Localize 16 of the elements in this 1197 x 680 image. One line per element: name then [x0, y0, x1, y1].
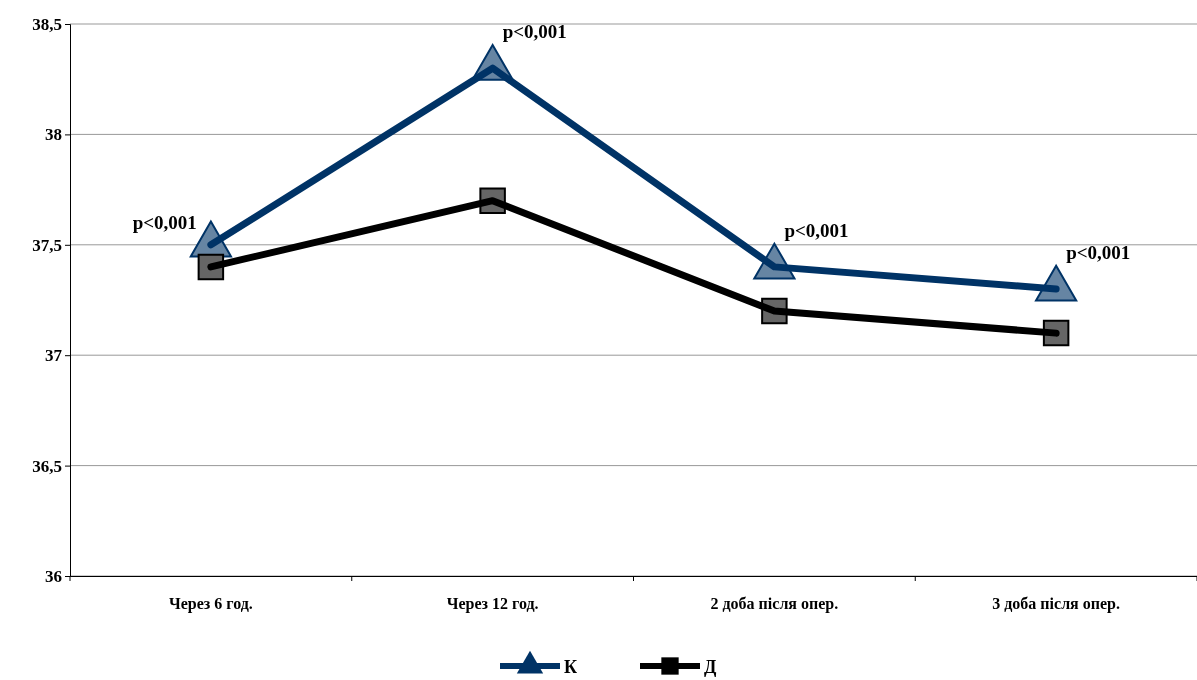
y-tick-label: 38,5: [32, 14, 62, 34]
y-tick-label: 36,5: [32, 456, 62, 476]
legend-label: К: [564, 657, 578, 677]
annotation: p<0,001: [784, 219, 849, 241]
y-tick-label: 37: [45, 346, 63, 366]
annotation: p<0,001: [132, 211, 197, 233]
annotation: p<0,001: [1066, 241, 1131, 263]
y-tick-label: 37,5: [32, 235, 62, 255]
y-tick-label: 38: [45, 125, 62, 145]
annotation: p<0,001: [502, 21, 567, 43]
x-tick-label: 2 доба після опер.: [710, 595, 839, 614]
legend-label: Д: [704, 657, 717, 677]
x-tick-label: 3 доба після опер.: [992, 595, 1120, 614]
x-tick-label: Через 12 год.: [446, 595, 539, 614]
y-tick-label: 36: [45, 566, 62, 586]
x-tick-label: Через 6 год.: [168, 595, 253, 614]
